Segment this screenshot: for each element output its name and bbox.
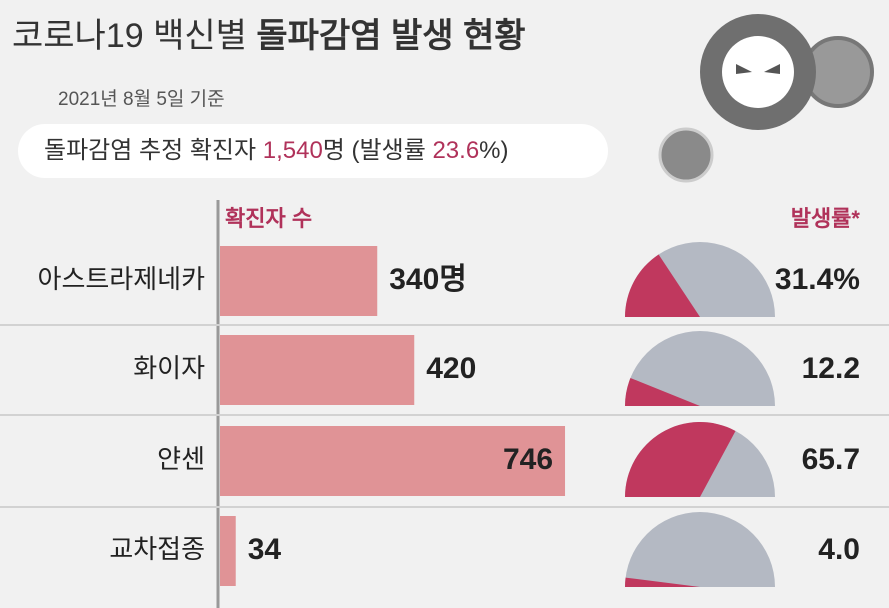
summary-text: %) — [479, 137, 508, 164]
date: 2021년 8월 5일 기준 — [58, 88, 225, 110]
gauge-fill — [625, 254, 700, 317]
bar — [220, 335, 415, 405]
virus-icons — [658, 14, 874, 183]
gauge-fill — [625, 422, 736, 497]
summary-text: 돌파감염 추정 확진자 — [44, 137, 256, 164]
bar-label: 확진자 수 — [225, 206, 312, 231]
value-label: 340명 — [389, 263, 467, 296]
gauge-label: 발생률* — [791, 206, 861, 231]
bar — [220, 246, 378, 316]
title-bold: 돌파감염 발생 현황 — [256, 17, 525, 55]
category-label: 얀센 — [157, 444, 205, 474]
rate-label: 65.7 — [802, 443, 860, 476]
rate-label: 12.2 — [802, 352, 860, 385]
gauge-track — [625, 331, 775, 406]
title-light: 코로나19 백신별 — [12, 17, 247, 55]
bar — [220, 516, 236, 586]
value-label: 420 — [426, 352, 476, 385]
summary: 돌파감염 추정 확진자 1,540명 (발생률 23.6%) — [44, 137, 509, 164]
value-label: 746 — [503, 443, 553, 476]
category-label: 아스트라제네카 — [38, 264, 206, 294]
summary-text: 명 (발생률 — [323, 137, 426, 164]
bar — [220, 426, 566, 496]
gauge-fill — [625, 577, 700, 587]
summary-rate: 23.6 — [432, 137, 479, 164]
rate-label: 31.4% — [775, 263, 860, 296]
gauge-track — [625, 512, 775, 587]
category-label: 화이자 — [133, 353, 205, 383]
category-label: 교차접종 — [109, 534, 205, 564]
value-label: 34 — [248, 533, 282, 566]
title: 코로나19 백신별 돌파감염 발생 현황 — [12, 17, 526, 55]
summary-box — [18, 124, 608, 178]
rate-label: 4.0 — [818, 533, 860, 566]
gauge-fill — [625, 377, 700, 406]
summary-count: 1,540 — [263, 137, 323, 164]
